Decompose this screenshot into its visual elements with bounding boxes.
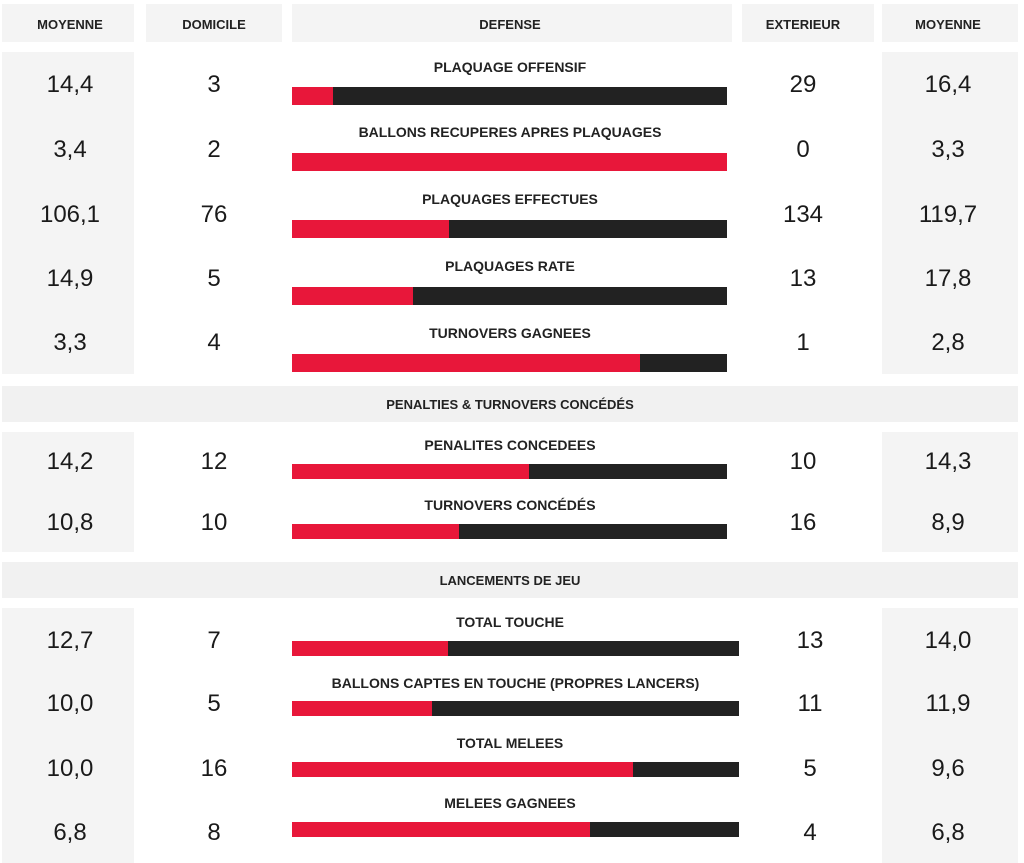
comparison-bar xyxy=(292,87,727,105)
home-value: 76 xyxy=(200,201,228,228)
away-value: 0 xyxy=(796,136,810,163)
away-avg-value: 9,6 xyxy=(931,755,965,782)
stat-label: PLAQUAGES RATE xyxy=(445,258,575,274)
away-avg-value: 3,3 xyxy=(931,136,965,163)
home-share-fill xyxy=(292,153,727,171)
home-avg-value: 14,4 xyxy=(46,71,94,98)
home-value: 3 xyxy=(207,71,221,98)
stat-label: BALLONS CAPTES EN TOUCHE (PROPRES LANCER… xyxy=(331,675,700,691)
home-avg-value: 10,8 xyxy=(46,509,94,536)
stat-label: PENALITES CONCEDEES xyxy=(424,437,596,453)
header-right-avg-bg xyxy=(882,4,1018,42)
home-share-fill xyxy=(292,220,450,238)
left-avg-column-bg xyxy=(2,52,134,374)
header-right-avg: MOYENNE xyxy=(915,17,981,32)
home-share-fill xyxy=(292,524,460,539)
away-avg-value: 14,3 xyxy=(924,448,972,475)
comparison-bar xyxy=(292,220,727,238)
section-banner-lancements: LANCEMENTS DE JEU xyxy=(2,562,1018,598)
stat-label: TURNOVERS CONCÉDÉS xyxy=(424,497,596,513)
stat-label: PLAQUAGES EFFECTUES xyxy=(422,191,598,207)
home-value: 7 xyxy=(207,627,221,654)
left-avg-column-bg xyxy=(2,608,134,863)
header-title: DEFENSE xyxy=(479,17,541,32)
home-value: 12 xyxy=(200,448,228,475)
away-value: 29 xyxy=(789,71,817,98)
stat-label: TURNOVERS GAGNEES xyxy=(429,325,591,341)
header-left-avg-bg xyxy=(2,4,134,42)
away-avg-value: 14,0 xyxy=(924,627,972,654)
home-avg-value: 3,4 xyxy=(53,136,87,163)
away-value: 13 xyxy=(796,627,824,654)
stat-label: BALLONS RECUPERES APRES PLAQUAGES xyxy=(358,124,662,140)
away-value: 134 xyxy=(782,201,824,228)
home-avg-value: 14,9 xyxy=(46,265,94,292)
comparison-bar xyxy=(292,762,739,777)
header-title-bg xyxy=(292,4,732,42)
away-avg-value: 11,9 xyxy=(925,690,971,717)
home-share-fill xyxy=(292,287,413,305)
away-value: 13 xyxy=(789,265,817,292)
home-avg-value: 6,8 xyxy=(53,819,87,846)
header-away: EXTERIEUR xyxy=(765,17,841,32)
home-value: 5 xyxy=(207,690,221,717)
away-avg-value: 17,8 xyxy=(924,265,972,292)
home-share-fill xyxy=(292,701,432,716)
home-share-fill xyxy=(292,822,591,837)
away-avg-value: 16,4 xyxy=(924,71,972,98)
home-avg-value: 14,2 xyxy=(46,448,94,475)
header-home-bg xyxy=(146,4,282,42)
home-value: 8 xyxy=(207,819,221,846)
home-value: 10 xyxy=(200,509,228,536)
comparison-bar xyxy=(292,464,727,479)
home-avg-value: 106,1 xyxy=(39,201,101,228)
comparison-bar xyxy=(292,822,739,837)
home-value: 4 xyxy=(207,329,221,356)
stat-label: TOTAL TOUCHE xyxy=(456,614,564,630)
comparison-bar xyxy=(292,641,739,656)
comparison-bar xyxy=(292,153,727,171)
comparison-bar xyxy=(292,701,739,716)
comparison-bar xyxy=(292,354,727,372)
section-banner-penalties: PENALTIES & TURNOVERS CONCÉDÉS xyxy=(2,386,1018,422)
home-avg-value: 10,0 xyxy=(46,755,94,782)
right-avg-column-bg xyxy=(882,608,1018,863)
away-value: 11 xyxy=(797,690,823,717)
home-share-fill xyxy=(292,762,633,777)
right-avg-column-bg xyxy=(882,52,1018,374)
header-home: DOMICILE xyxy=(182,17,246,32)
home-avg-value: 3,3 xyxy=(53,329,87,356)
away-value: 4 xyxy=(803,819,817,846)
left-avg-column-bg xyxy=(2,432,134,552)
stat-label: TOTAL MELEES xyxy=(456,735,564,751)
home-value: 5 xyxy=(207,265,221,292)
away-value: 1 xyxy=(796,329,810,356)
section-title: PENALTIES & TURNOVERS CONCÉDÉS xyxy=(386,397,634,412)
stat-label: PLAQUAGE OFFENSIF xyxy=(433,59,587,75)
away-avg-value: 119,7 xyxy=(918,201,978,228)
comparison-bar xyxy=(292,524,727,539)
comparison-bar xyxy=(292,287,727,305)
home-share-fill xyxy=(292,464,530,479)
section-title: LANCEMENTS DE JEU xyxy=(439,573,581,588)
home-avg-value: 12,7 xyxy=(46,627,94,654)
away-avg-value: 8,9 xyxy=(931,509,965,536)
away-value: 10 xyxy=(789,448,817,475)
header-left-avg: MOYENNE xyxy=(37,17,103,32)
right-avg-column-bg xyxy=(882,432,1018,552)
away-avg-value: 6,8 xyxy=(931,819,965,846)
home-avg-value: 10,0 xyxy=(46,690,94,717)
header-away-bg xyxy=(742,4,874,42)
away-value: 5 xyxy=(803,755,817,782)
home-share-fill xyxy=(292,354,640,372)
home-share-fill xyxy=(292,641,449,656)
home-value: 2 xyxy=(207,136,221,163)
home-value: 16 xyxy=(200,755,228,782)
away-value: 16 xyxy=(789,509,817,536)
home-share-fill xyxy=(292,87,333,105)
stat-label: MELEES GAGNEES xyxy=(444,795,576,811)
away-avg-value: 2,8 xyxy=(931,329,965,356)
